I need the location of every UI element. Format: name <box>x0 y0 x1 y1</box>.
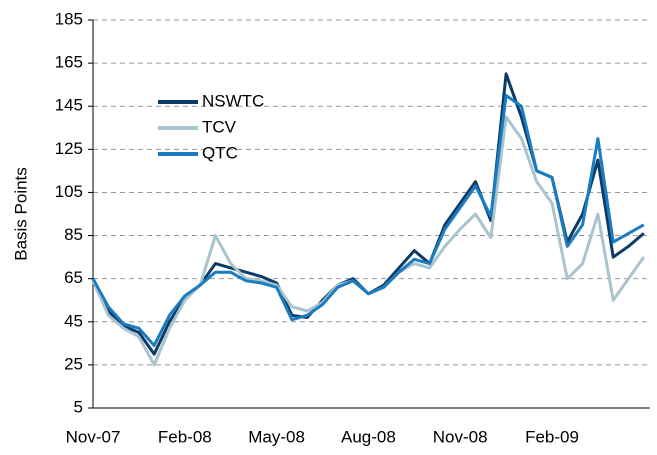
y-tick-label: 165 <box>55 53 83 72</box>
y-tick-label: 65 <box>64 268 83 287</box>
legend-label: NSWTC <box>202 91 264 110</box>
legend-label: TCV <box>202 117 237 136</box>
x-tick-label: Feb-09 <box>525 427 579 446</box>
x-tick-label: Aug-08 <box>341 427 396 446</box>
y-tick-label: 5 <box>74 397 83 416</box>
x-tick-label: Nov-07 <box>66 427 121 446</box>
y-tick-label: 85 <box>64 225 83 244</box>
y-tick-label: 45 <box>64 311 83 330</box>
legend-label: QTC <box>202 143 238 162</box>
y-tick-label: 125 <box>55 139 83 158</box>
x-tick-label: Feb-08 <box>158 427 212 446</box>
line-series <box>91 93 645 347</box>
y-tick-label: 105 <box>55 182 83 201</box>
y-tick-label: 25 <box>64 354 83 373</box>
y-tick-label: 185 <box>55 9 83 28</box>
y-axis-label: Basis Points <box>11 167 30 261</box>
x-tick-label: Nov-08 <box>433 427 488 446</box>
x-tick-label: May-08 <box>248 427 305 446</box>
y-tick-label: 145 <box>55 96 83 115</box>
